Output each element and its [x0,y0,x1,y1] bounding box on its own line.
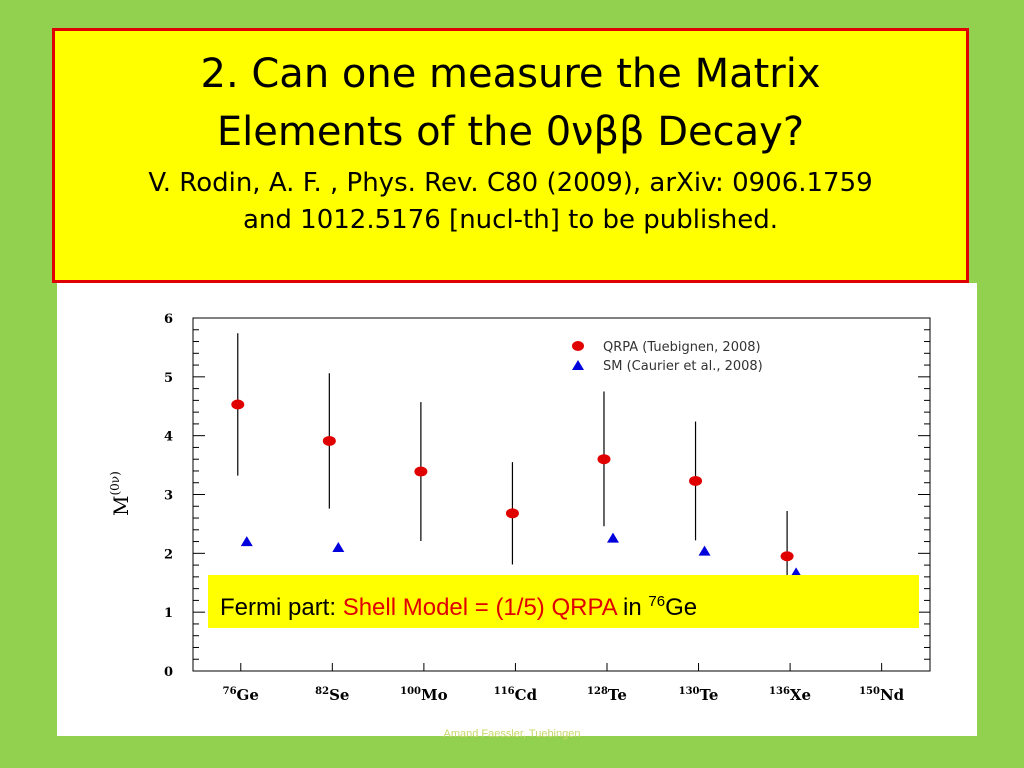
sm-point [332,542,345,553]
x-category-label: 136Xe [769,686,811,704]
chart-axes [192,317,931,672]
note-prefix: Fermi part: [220,594,343,621]
isotope-mass: 130 [679,686,700,697]
y-tick-label: 1 [164,606,173,621]
title-line-2: Elements of the 0νββ Decay? [216,109,805,155]
isotope-symbol: Se [329,686,349,704]
isotope-mass: 128 [587,686,608,697]
x-category-label: 130Te [679,686,719,704]
chart-legend: QRPA (Tuebignen, 2008) SM (Caurier et al.… [572,340,763,374]
legend-qrpa-label: QRPA (Tuebignen, 2008) [603,340,761,355]
y-tick-label: 0 [164,665,173,680]
citation-line-2: and 1012.5176 [nucl-th] to be published. [243,205,778,235]
title-box: 2. Can one measure the Matrix Elements o… [52,28,969,283]
isotope-mass: 150 [859,686,880,697]
citation-line-1: V. Rodin, A. F. , Phys. Rev. C80 (2009),… [148,168,873,198]
isotope-mass: 136 [769,686,790,697]
qrpa-point [231,399,245,410]
qrpa-point [689,475,703,486]
isotope-symbol: Xe [790,686,811,704]
sm-point [606,532,619,543]
x-category-label: 128Te [587,686,627,704]
isotope-symbol: Te [699,686,718,704]
isotope-symbol: Ge [237,686,259,704]
isotope-symbol: Te [608,686,627,704]
x-category-label: 82Se [315,686,349,704]
data-markers [231,399,803,578]
title-line-1: 2. Can one measure the Matrix [200,51,821,97]
isotope-symbol: Nd [880,686,905,704]
isotope-mass: 100 [400,686,421,697]
x-category-label: 100Mo [400,686,447,704]
sm-point [240,536,253,547]
y-tick-label: 5 [164,371,173,386]
y-tick-label: 2 [164,547,173,562]
sm-point [790,567,803,578]
qrpa-point [780,551,794,562]
isotope-mass: 82 [315,686,329,697]
note-isotope-mass: 76 [648,593,666,610]
y-tick-label: 3 [164,489,173,504]
x-category-label: 116Cd [494,686,538,704]
footer-credit: Amand Faessler, Tuebingen [443,728,581,740]
qrpa-point [505,508,519,519]
y-axis-label: M(0ν) [108,471,133,516]
x-category-label: 76Ge [223,686,259,704]
fermi-note: Fermi part: Shell Model = (1/5) QRPA in … [208,575,919,628]
qrpa-point [597,454,611,465]
note-highlight: Shell Model = (1/5) QRPA [342,594,617,621]
plot-panel [57,283,977,736]
y-tick-labels: 0 1 2 3 4 5 6 [164,312,173,680]
qrpa-point [414,466,428,477]
legend-qrpa-marker [572,341,584,351]
y-tick-label: 6 [164,312,173,327]
isotope-mass: 76 [223,686,237,697]
sm-point [698,545,711,556]
legend-sm-marker [572,360,584,370]
x-category-labels: 76Ge 82Se 100Mo 116Cd 128Te 130Te 136Xe 150Nd [223,686,905,704]
note-suffix: in [616,594,649,621]
note-isotope-symbol: Ge [665,594,698,621]
isotope-mass: 116 [494,686,515,697]
isotope-symbol: Cd [515,686,538,704]
x-category-label: 150Nd [859,686,905,704]
y-tick-label: 4 [164,430,173,445]
legend-sm-label: SM (Caurier et al., 2008) [603,359,763,374]
qrpa-point [322,435,336,446]
isotope-symbol: Mo [421,686,448,704]
